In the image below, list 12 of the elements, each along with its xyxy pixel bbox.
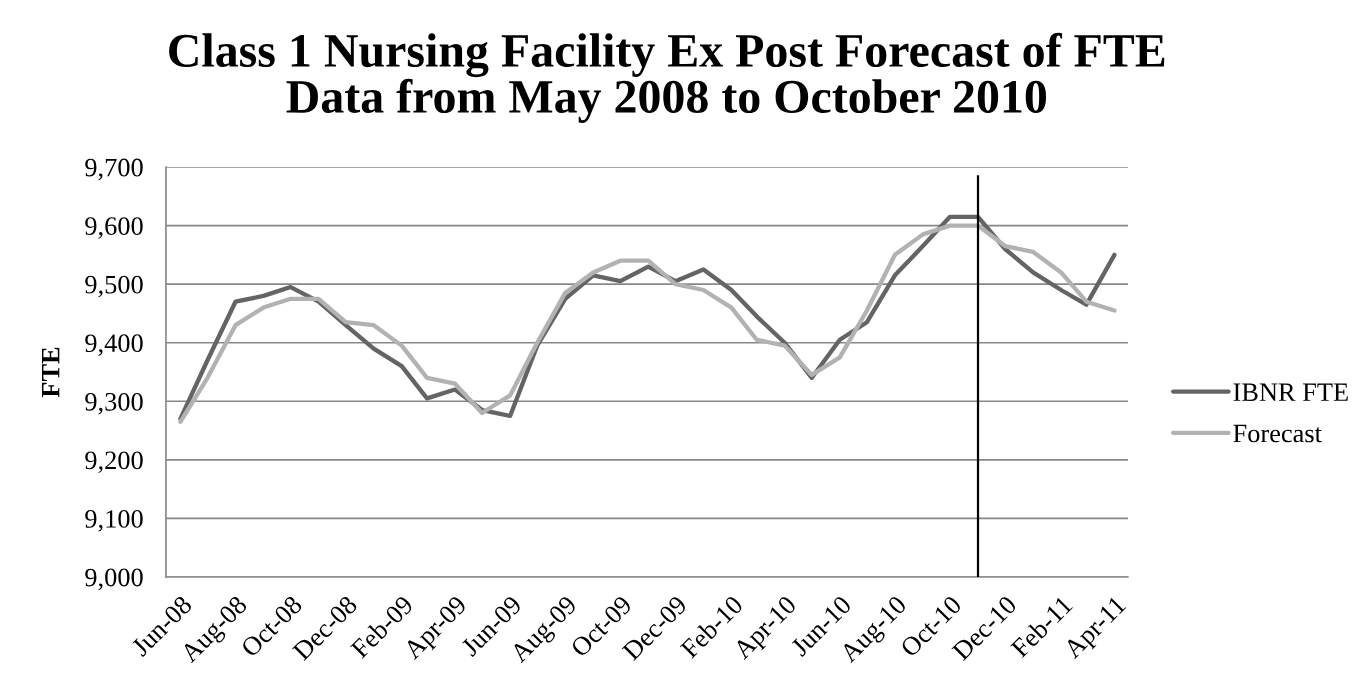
y-tick-label: 9,200 [85,451,143,474]
y-tick-label: 9,300 [85,392,143,415]
y-tick-label: 9,000 [85,568,143,591]
chart-title: Class 1 Nursing Facility Ex Post Forecast of FTE Data from May 2008 to October 2010 [169,32,1165,123]
y-tick-label: 9,100 [85,510,143,532]
legend-label: Forecast [1233,424,1322,443]
y-tick-label: 9,500 [85,275,143,298]
legend-label: IBNR FTE [1233,383,1348,401]
y-tick-label: 9,600 [85,217,143,239]
y-axis-title: FTE [42,347,60,398]
y-tick-label: 9,700 [85,158,143,181]
y-tick-label: 9,400 [85,334,143,356]
